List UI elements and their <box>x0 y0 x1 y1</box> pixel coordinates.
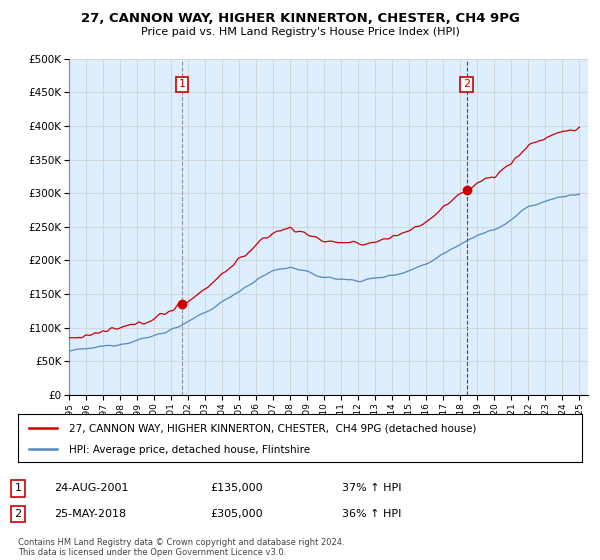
Text: 2: 2 <box>14 509 22 519</box>
Text: 27, CANNON WAY, HIGHER KINNERTON, CHESTER, CH4 9PG: 27, CANNON WAY, HIGHER KINNERTON, CHESTE… <box>80 12 520 25</box>
Text: 36% ↑ HPI: 36% ↑ HPI <box>342 509 401 519</box>
Text: 24-AUG-2001: 24-AUG-2001 <box>54 483 128 493</box>
Text: HPI: Average price, detached house, Flintshire: HPI: Average price, detached house, Flin… <box>69 445 310 455</box>
Text: 1: 1 <box>179 80 185 90</box>
Text: £135,000: £135,000 <box>210 483 263 493</box>
Text: Price paid vs. HM Land Registry's House Price Index (HPI): Price paid vs. HM Land Registry's House … <box>140 27 460 37</box>
Text: Contains HM Land Registry data © Crown copyright and database right 2024.
This d: Contains HM Land Registry data © Crown c… <box>18 538 344 557</box>
Text: 27, CANNON WAY, HIGHER KINNERTON, CHESTER,  CH4 9PG (detached house): 27, CANNON WAY, HIGHER KINNERTON, CHESTE… <box>69 424 476 433</box>
Text: £305,000: £305,000 <box>210 509 263 519</box>
Text: 37% ↑ HPI: 37% ↑ HPI <box>342 483 401 493</box>
Text: 2: 2 <box>463 80 470 90</box>
Text: 25-MAY-2018: 25-MAY-2018 <box>54 509 126 519</box>
Text: 1: 1 <box>14 483 22 493</box>
